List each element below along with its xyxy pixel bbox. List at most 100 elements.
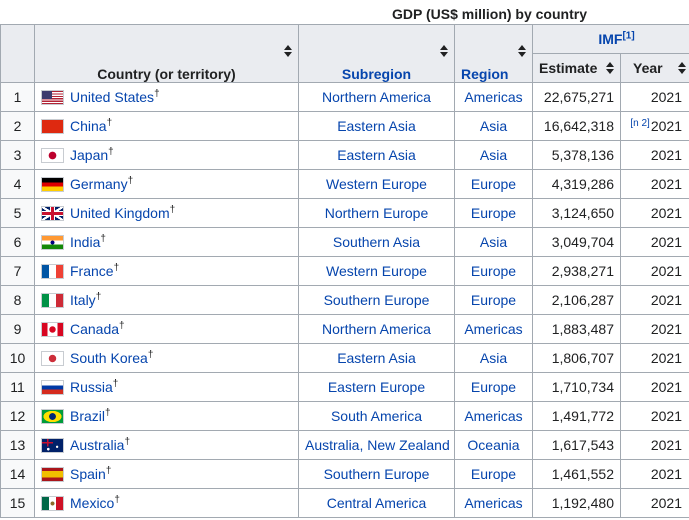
subregion-link[interactable]: Eastern Asia xyxy=(337,118,416,134)
sort-icon[interactable] xyxy=(606,62,614,74)
year-cell: 2021 xyxy=(620,256,689,286)
subregion-header[interactable]: Subregion xyxy=(298,24,455,83)
subregion-link[interactable]: Eastern Asia xyxy=(337,147,416,163)
subregion-link[interactable]: Southern Asia xyxy=(332,234,421,250)
region-cell: Asia xyxy=(454,227,533,257)
year-header[interactable]: Year xyxy=(620,53,689,83)
region-link[interactable]: Americas xyxy=(464,321,523,337)
imf-reference[interactable]: [1] xyxy=(622,30,635,42)
sort-icon[interactable] xyxy=(678,62,686,74)
year-cell: 2021 xyxy=(620,82,689,112)
region-link[interactable]: Americas xyxy=(464,89,523,105)
region-header-link[interactable]: Region xyxy=(461,66,509,82)
country-link[interactable]: Japan xyxy=(70,147,109,163)
country-link[interactable]: India xyxy=(70,234,101,250)
country-link[interactable]: Italy xyxy=(70,292,96,308)
region-cell: Asia xyxy=(454,140,533,170)
rank-cell: 7 xyxy=(0,256,35,286)
region-link[interactable]: Europe xyxy=(470,379,517,395)
year-value: 2021 xyxy=(650,147,682,163)
region-link[interactable]: Europe xyxy=(470,466,517,482)
estimate-header[interactable]: Estimate xyxy=(532,53,621,83)
country-cell: Australia† xyxy=(34,430,299,460)
region-link[interactable]: Asia xyxy=(479,118,508,134)
country-link[interactable]: Russia xyxy=(70,379,113,395)
sort-icon[interactable] xyxy=(284,45,292,57)
region-link[interactable]: Europe xyxy=(470,263,517,279)
country-cell: United States† xyxy=(34,82,299,112)
subregion-link[interactable]: Central America xyxy=(326,495,427,511)
estimate-cell: 3,049,704 xyxy=(532,227,621,257)
subregion-link[interactable]: South America xyxy=(330,408,423,424)
subregion-link[interactable]: Southern Europe xyxy=(323,466,430,482)
country-link[interactable]: Germany xyxy=(70,176,128,192)
year-cell: 2021 xyxy=(620,459,689,489)
subregion-header-link[interactable]: Subregion xyxy=(341,66,412,82)
subregion-link[interactable]: Western Europe xyxy=(326,176,427,192)
country-link[interactable]: France xyxy=(70,263,114,279)
estimate-cell: 16,642,318 xyxy=(532,111,621,141)
subregion-link[interactable]: Western Europe xyxy=(326,263,427,279)
region-link[interactable]: Americas xyxy=(464,408,523,424)
rank-cell: 1 xyxy=(0,82,35,112)
country-link[interactable]: China xyxy=(70,118,107,134)
country-link[interactable]: Spain xyxy=(70,466,106,482)
dagger-mark: † xyxy=(113,262,120,274)
estimate-cell: 5,378,136 xyxy=(532,140,621,170)
table-row: 15 Mexico† Central America Americas 1,192,48… xyxy=(0,488,689,518)
fr-flag-icon xyxy=(41,264,64,279)
subregion-cell: Central America xyxy=(298,488,455,518)
subregion-cell: Northern America xyxy=(298,82,455,112)
rank-cell: 11 xyxy=(0,372,35,402)
sort-icon[interactable] xyxy=(518,45,526,57)
region-header[interactable]: Region xyxy=(454,24,533,83)
country-header[interactable]: Country (or territory) xyxy=(34,24,299,83)
region-link[interactable]: Asia xyxy=(479,147,508,163)
region-link[interactable]: Europe xyxy=(470,205,517,221)
subregion-link[interactable]: Australia, New Zealand xyxy=(305,437,450,453)
country-cell: France† xyxy=(34,256,299,286)
country-link[interactable]: Brazil xyxy=(70,408,106,424)
gb-flag-icon xyxy=(41,206,64,221)
us-flag-icon xyxy=(41,90,64,105)
subregion-cell: Australia, New Zealand xyxy=(298,430,455,460)
table-row: 8 Italy† Southern Europe Europe 2,106,287 202… xyxy=(0,285,689,315)
country-link[interactable]: United Kingdom xyxy=(70,205,170,221)
country-cell: Russia† xyxy=(34,372,299,402)
dagger-mark: † xyxy=(100,233,106,245)
subregion-link[interactable]: Southern Europe xyxy=(323,292,430,308)
country-link[interactable]: United States xyxy=(70,89,155,105)
dagger-mark: † xyxy=(147,349,154,361)
subregion-link[interactable]: Eastern Europe xyxy=(327,379,426,395)
country-link[interactable]: Canada xyxy=(70,321,120,337)
imf-link[interactable]: IMF xyxy=(598,31,623,47)
dagger-mark: † xyxy=(119,320,125,332)
region-link[interactable]: Europe xyxy=(470,292,517,308)
subregion-link[interactable]: Northern America xyxy=(322,321,431,337)
country-link[interactable]: South Korea xyxy=(70,350,148,366)
region-link[interactable]: Europe xyxy=(470,176,517,192)
year-footnote[interactable]: [n 2] xyxy=(630,118,650,129)
rank-cell: 8 xyxy=(0,285,35,315)
subregion-link[interactable]: Northern America xyxy=(322,89,431,105)
country-link[interactable]: Australia xyxy=(70,437,125,453)
region-link[interactable]: Asia xyxy=(479,234,508,250)
country-link[interactable]: Mexico xyxy=(70,495,115,511)
sort-icon[interactable] xyxy=(440,45,448,57)
region-cell: Oceania xyxy=(454,430,533,460)
region-link[interactable]: Asia xyxy=(479,350,508,366)
region-link[interactable]: Oceania xyxy=(467,437,520,453)
rank-cell: 13 xyxy=(0,430,35,460)
estimate-cell: 1,710,734 xyxy=(532,372,621,402)
subregion-link[interactable]: Northern Europe xyxy=(324,205,429,221)
table-row: 5 United Kingdom† Northern Europe Europe 3,1… xyxy=(0,198,689,228)
region-cell: Americas xyxy=(454,82,533,112)
region-link[interactable]: Americas xyxy=(464,495,523,511)
subregion-link[interactable]: Eastern Asia xyxy=(337,350,416,366)
estimate-cell: 1,806,707 xyxy=(532,343,621,373)
year-value: 2021 xyxy=(650,234,682,250)
subregion-cell: Eastern Europe xyxy=(298,372,455,402)
kr-flag-icon xyxy=(41,351,64,366)
country-cell: Brazil† xyxy=(34,401,299,431)
year-value: 2021 xyxy=(650,292,682,308)
